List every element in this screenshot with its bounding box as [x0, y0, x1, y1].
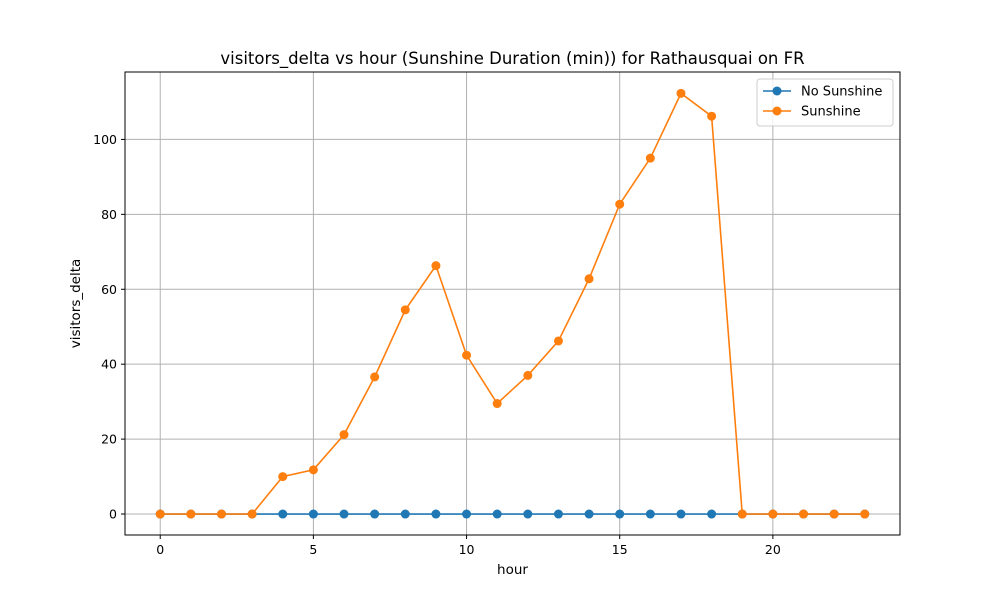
series-sunshine [155, 88, 870, 519]
data-point-sunshine [676, 88, 686, 98]
data-point-sunshine [523, 370, 533, 380]
axis-ticks: 0 5 10 15 20 0 20 40 60 80 100 [93, 132, 781, 557]
data-point-sunshine [860, 509, 870, 519]
data-point-sunshine [370, 372, 380, 382]
legend-label-no-sunshine: No Sunshine [801, 85, 882, 100]
data-point-no-sunshine [278, 509, 288, 519]
y-axis-label: visitors_delta [68, 259, 84, 349]
data-point-no-sunshine [553, 509, 563, 519]
data-point-sunshine [247, 509, 257, 519]
data-point-no-sunshine [462, 509, 472, 519]
data-point-no-sunshine [400, 509, 410, 519]
data-point-no-sunshine [370, 509, 380, 519]
data-point-sunshine [584, 274, 594, 284]
data-point-no-sunshine [676, 509, 686, 519]
data-point-sunshine [308, 465, 318, 475]
x-tick-label: 10 [459, 542, 475, 557]
data-point-sunshine [339, 430, 349, 440]
data-point-no-sunshine [584, 509, 594, 519]
data-point-sunshine [186, 509, 196, 519]
y-tick-label: 100 [93, 132, 117, 147]
data-point-sunshine [216, 509, 226, 519]
data-point-no-sunshine [339, 509, 349, 519]
y-tick-label: 0 [109, 507, 117, 522]
data-point-sunshine [431, 261, 441, 271]
x-tick-label: 5 [309, 542, 317, 557]
y-tick-label: 80 [101, 207, 117, 222]
data-point-no-sunshine [523, 509, 533, 519]
x-axis-label: hour [497, 562, 528, 578]
legend: No Sunshine Sunshine [756, 78, 894, 127]
data-point-sunshine [155, 509, 165, 519]
data-point-sunshine [553, 336, 563, 346]
data-point-sunshine [645, 153, 655, 163]
plot-series [155, 88, 870, 519]
y-tick-label: 40 [101, 357, 117, 372]
data-point-sunshine [462, 350, 472, 360]
data-point-no-sunshine [308, 509, 318, 519]
chart-title: visitors_delta vs hour (Sunshine Duratio… [220, 49, 804, 69]
x-tick-label: 0 [156, 542, 164, 557]
plot-frame [124, 71, 901, 536]
legend-label-sunshine: Sunshine [801, 105, 861, 120]
data-point-sunshine [768, 509, 778, 519]
data-point-no-sunshine [431, 509, 441, 519]
y-tick-label: 60 [101, 282, 117, 297]
data-point-sunshine [492, 399, 502, 409]
series-line-sunshine [160, 92, 865, 515]
data-point-sunshine [829, 509, 839, 519]
data-point-no-sunshine [615, 509, 625, 519]
x-tick-label: 20 [765, 542, 781, 557]
data-point-sunshine [400, 305, 410, 315]
legend-marker-no-sunshine [772, 86, 782, 96]
legend-marker-sunshine [772, 106, 782, 116]
data-point-no-sunshine [492, 509, 502, 519]
data-point-sunshine [737, 509, 747, 519]
data-point-sunshine [615, 199, 625, 209]
data-point-no-sunshine [645, 509, 655, 519]
gridlines [125, 72, 900, 535]
data-point-sunshine [278, 472, 288, 482]
y-tick-label: 20 [101, 432, 117, 447]
data-point-sunshine [707, 111, 717, 121]
data-point-no-sunshine [707, 509, 717, 519]
data-point-sunshine [799, 509, 809, 519]
x-tick-label: 15 [612, 542, 628, 557]
